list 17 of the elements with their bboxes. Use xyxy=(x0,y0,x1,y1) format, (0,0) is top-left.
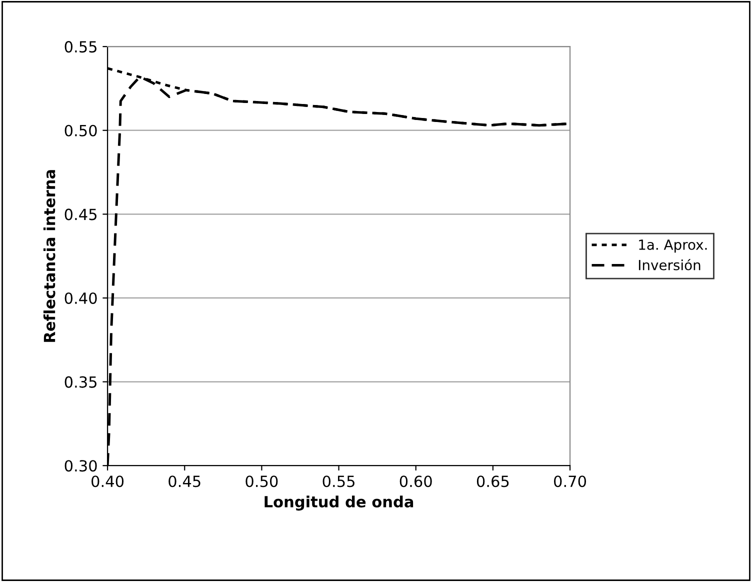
x-tick-label: 0.70 xyxy=(554,476,586,488)
y-axis-title: Reflectancia interna xyxy=(43,170,56,342)
y-tick-label: 0.45 xyxy=(64,208,96,220)
x-tick-label: 0.65 xyxy=(476,476,509,488)
x-tick-label: 0.40 xyxy=(92,476,124,488)
y-tick-label: 0.35 xyxy=(64,376,96,388)
x-tick-label: 0.55 xyxy=(322,476,354,488)
x-tick-label: 0.50 xyxy=(246,476,278,488)
legend-label: 1a. Aprox. xyxy=(639,240,707,253)
y-tick-label: 0.40 xyxy=(64,292,97,304)
x-tick-label: 0.45 xyxy=(168,476,200,488)
x-axis-title: Longitud de onda xyxy=(264,496,414,511)
y-tick-label: 0.55 xyxy=(64,41,96,53)
legend-label: Inversión xyxy=(638,258,700,270)
y-tick-label: 0.30 xyxy=(64,460,97,472)
x-tick-label: 0.60 xyxy=(400,476,432,488)
y-tick-label: 0.50 xyxy=(64,124,97,136)
